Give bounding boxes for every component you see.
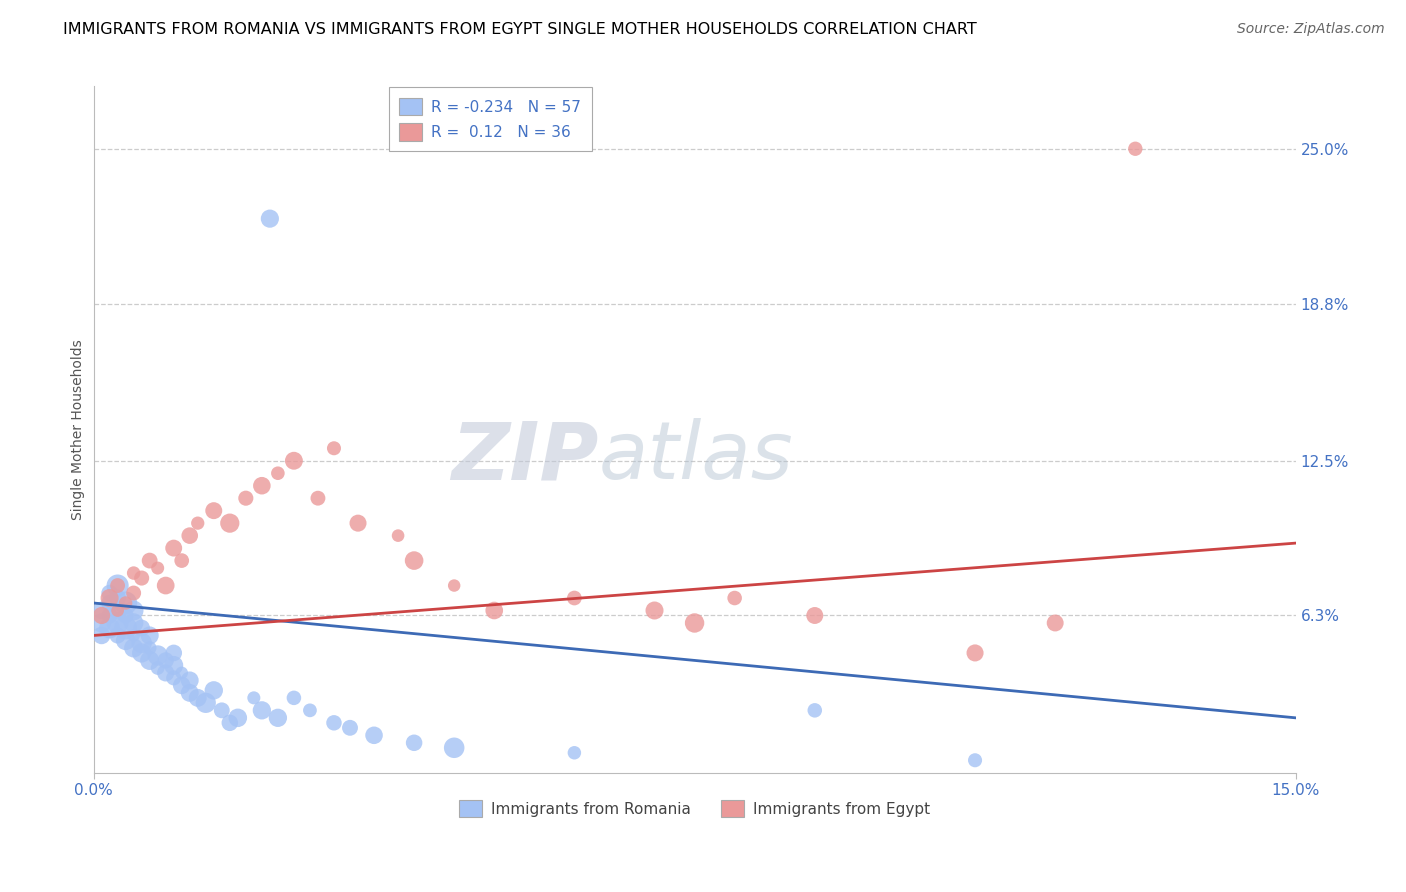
Point bbox=[107, 578, 129, 592]
Point bbox=[202, 503, 225, 517]
Point bbox=[163, 541, 186, 555]
Point bbox=[804, 703, 827, 717]
Point bbox=[138, 640, 160, 655]
Point bbox=[114, 596, 136, 610]
Point bbox=[963, 753, 986, 767]
Point bbox=[98, 608, 121, 623]
Text: IMMIGRANTS FROM ROMANIA VS IMMIGRANTS FROM EGYPT SINGLE MOTHER HOUSEHOLDS CORREL: IMMIGRANTS FROM ROMANIA VS IMMIGRANTS FR… bbox=[63, 22, 977, 37]
Point bbox=[122, 615, 145, 630]
Point bbox=[259, 211, 281, 226]
Point bbox=[1043, 615, 1066, 630]
Point bbox=[122, 586, 145, 600]
Point bbox=[323, 442, 346, 456]
Y-axis label: Single Mother Households: Single Mother Households bbox=[72, 339, 86, 520]
Point bbox=[1123, 142, 1146, 156]
Point bbox=[155, 665, 177, 680]
Point bbox=[243, 690, 266, 705]
Point bbox=[122, 566, 145, 580]
Point bbox=[283, 454, 305, 468]
Point bbox=[114, 596, 136, 610]
Point bbox=[267, 711, 290, 725]
Point bbox=[298, 703, 321, 717]
Point bbox=[107, 578, 129, 592]
Point bbox=[163, 671, 186, 685]
Point bbox=[146, 648, 169, 663]
Point bbox=[98, 621, 121, 635]
Point bbox=[267, 467, 290, 481]
Point bbox=[179, 686, 201, 700]
Point bbox=[226, 711, 249, 725]
Point bbox=[122, 628, 145, 642]
Point bbox=[211, 703, 233, 717]
Point bbox=[155, 653, 177, 667]
Point bbox=[90, 628, 112, 642]
Point bbox=[218, 516, 240, 530]
Point bbox=[107, 628, 129, 642]
Point bbox=[443, 740, 465, 755]
Point bbox=[963, 646, 986, 660]
Point bbox=[804, 608, 827, 623]
Point bbox=[404, 736, 426, 750]
Point bbox=[644, 603, 666, 617]
Point bbox=[250, 479, 273, 493]
Point bbox=[235, 491, 257, 506]
Legend: Immigrants from Romania, Immigrants from Egypt: Immigrants from Romania, Immigrants from… bbox=[453, 794, 936, 823]
Point bbox=[138, 628, 160, 642]
Point bbox=[363, 728, 385, 742]
Point bbox=[218, 715, 240, 730]
Point bbox=[187, 690, 209, 705]
Point bbox=[250, 703, 273, 717]
Point bbox=[323, 715, 346, 730]
Point bbox=[564, 746, 586, 760]
Point bbox=[307, 491, 329, 506]
Point bbox=[98, 596, 121, 610]
Point bbox=[131, 571, 153, 585]
Point bbox=[283, 690, 305, 705]
Point bbox=[404, 553, 426, 567]
Point bbox=[194, 696, 217, 710]
Point bbox=[155, 578, 177, 592]
Text: ZIP: ZIP bbox=[451, 418, 599, 496]
Point bbox=[170, 665, 193, 680]
Point bbox=[179, 673, 201, 688]
Point bbox=[98, 591, 121, 605]
Point bbox=[683, 615, 706, 630]
Point bbox=[347, 516, 370, 530]
Point bbox=[107, 603, 129, 617]
Point bbox=[170, 678, 193, 692]
Point bbox=[187, 516, 209, 530]
Point bbox=[114, 608, 136, 623]
Point bbox=[443, 578, 465, 592]
Point bbox=[484, 603, 506, 617]
Point bbox=[107, 603, 129, 617]
Point bbox=[122, 603, 145, 617]
Point bbox=[90, 603, 112, 617]
Point bbox=[202, 683, 225, 698]
Text: atlas: atlas bbox=[599, 418, 793, 496]
Point bbox=[114, 621, 136, 635]
Point bbox=[90, 615, 112, 630]
Point bbox=[90, 608, 112, 623]
Point bbox=[163, 658, 186, 673]
Point bbox=[131, 636, 153, 650]
Text: Source: ZipAtlas.com: Source: ZipAtlas.com bbox=[1237, 22, 1385, 37]
Point bbox=[98, 586, 121, 600]
Point bbox=[131, 646, 153, 660]
Point bbox=[131, 621, 153, 635]
Point bbox=[146, 561, 169, 575]
Point bbox=[114, 633, 136, 648]
Point bbox=[107, 591, 129, 605]
Point bbox=[564, 591, 586, 605]
Point bbox=[138, 553, 160, 567]
Point bbox=[339, 721, 361, 735]
Point bbox=[146, 661, 169, 675]
Point bbox=[107, 615, 129, 630]
Point bbox=[122, 640, 145, 655]
Point bbox=[387, 528, 409, 542]
Point bbox=[170, 553, 193, 567]
Point bbox=[179, 528, 201, 542]
Point bbox=[138, 653, 160, 667]
Point bbox=[163, 646, 186, 660]
Point bbox=[724, 591, 747, 605]
